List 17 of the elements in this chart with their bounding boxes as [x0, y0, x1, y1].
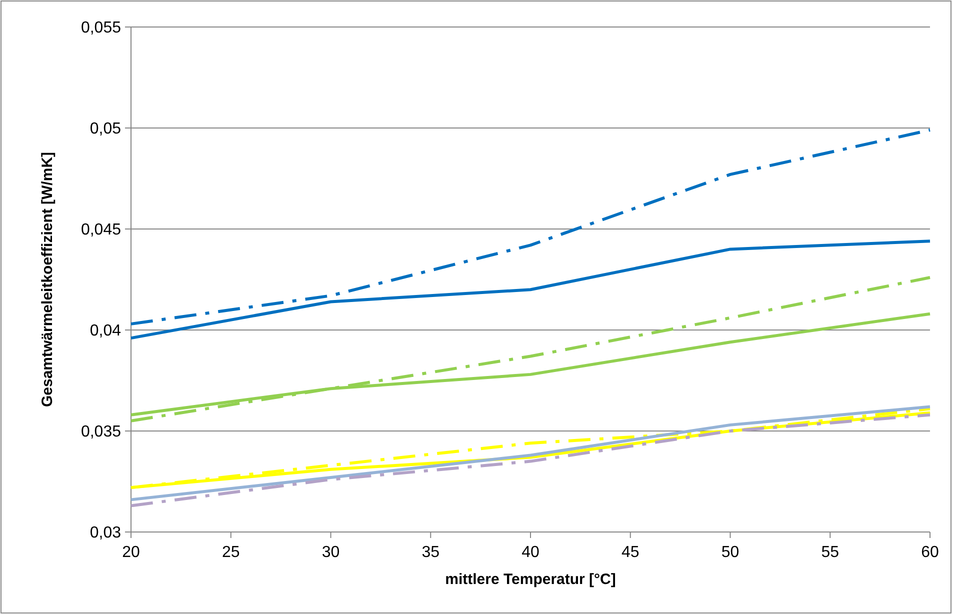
x-tick-label: 35: [422, 544, 440, 561]
y-tick-label: 0,035: [80, 424, 122, 441]
y-axis-title: Gesamtwärmeleitkoeffizient [W/mK]: [39, 152, 56, 408]
y-tick-label: 0,05: [90, 120, 122, 138]
x-axis-title: mittlere Temperatur [°C]: [445, 571, 616, 588]
x-tick-label: 60: [921, 544, 939, 561]
y-tick-label: 0,03: [90, 524, 122, 542]
x-tick-label: 30: [322, 544, 340, 561]
x-tick-label: 20: [122, 544, 140, 561]
x-tick-label: 50: [721, 544, 740, 561]
y-tick-label: 0,045: [80, 222, 122, 239]
y-tick-label: 0,055: [80, 20, 122, 37]
x-tick-label: 55: [821, 544, 840, 561]
y-tick-label: 0,04: [90, 322, 122, 340]
x-tick-label: 40: [522, 544, 540, 561]
x-tick-label: 25: [222, 544, 240, 561]
x-tick-label: 45: [621, 544, 640, 561]
